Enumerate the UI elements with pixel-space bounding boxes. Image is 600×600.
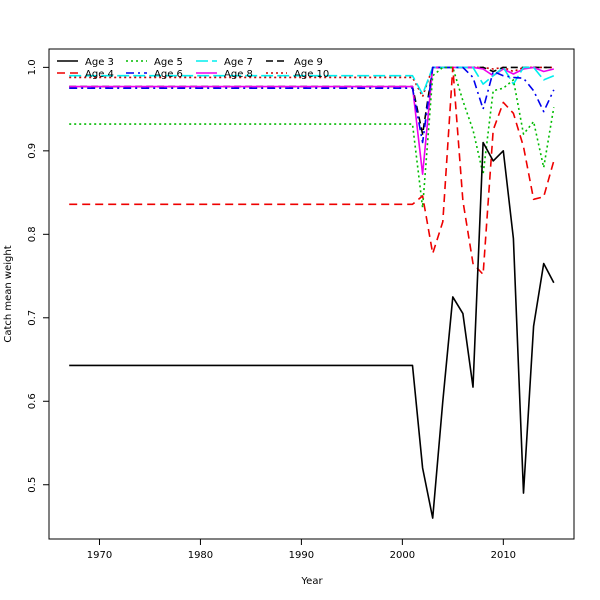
y-tick-label: 0.6: [27, 393, 38, 409]
y-tick-label: 0.5: [27, 477, 38, 493]
legend-label: Age 5: [154, 57, 183, 68]
x-axis-title: Year: [300, 576, 323, 587]
legend-label: Age 9: [294, 57, 323, 68]
x-tick-label: 2000: [390, 550, 415, 561]
legend-label: Age 6: [154, 69, 183, 80]
y-tick-label: 0.8: [27, 226, 38, 242]
axis-ticks: 1970 1980 1990 2000 2010 0.5 0.6 0.7 0.8 0.9 1.0: [27, 59, 516, 561]
plot-frame: [48, 48, 575, 540]
series-lines: [69, 66, 555, 519]
y-tick-label: 0.7: [27, 310, 38, 326]
legend-label: Age 10: [294, 69, 329, 80]
y-tick-label: 1.0: [27, 59, 38, 75]
x-tick-label: 1990: [289, 550, 314, 561]
legend-label: Age 8: [224, 69, 253, 80]
legend-label: Age 3: [85, 57, 114, 68]
legend-label: Age 7: [224, 57, 253, 68]
series-line-age-7: [69, 66, 555, 95]
x-tick-label: 1980: [188, 550, 213, 561]
series-line-age-4: [69, 66, 555, 276]
y-axis-title: Catch mean weight: [3, 245, 14, 342]
x-tick-label: 2010: [491, 550, 516, 561]
series-line-age-5: [69, 66, 555, 209]
y-tick-label: 0.9: [27, 143, 38, 159]
series-line-age-3: [69, 141, 555, 519]
legend-label: Age 4: [85, 69, 114, 80]
series-line-age-8: [69, 66, 554, 175]
x-tick-label: 1970: [87, 550, 112, 561]
